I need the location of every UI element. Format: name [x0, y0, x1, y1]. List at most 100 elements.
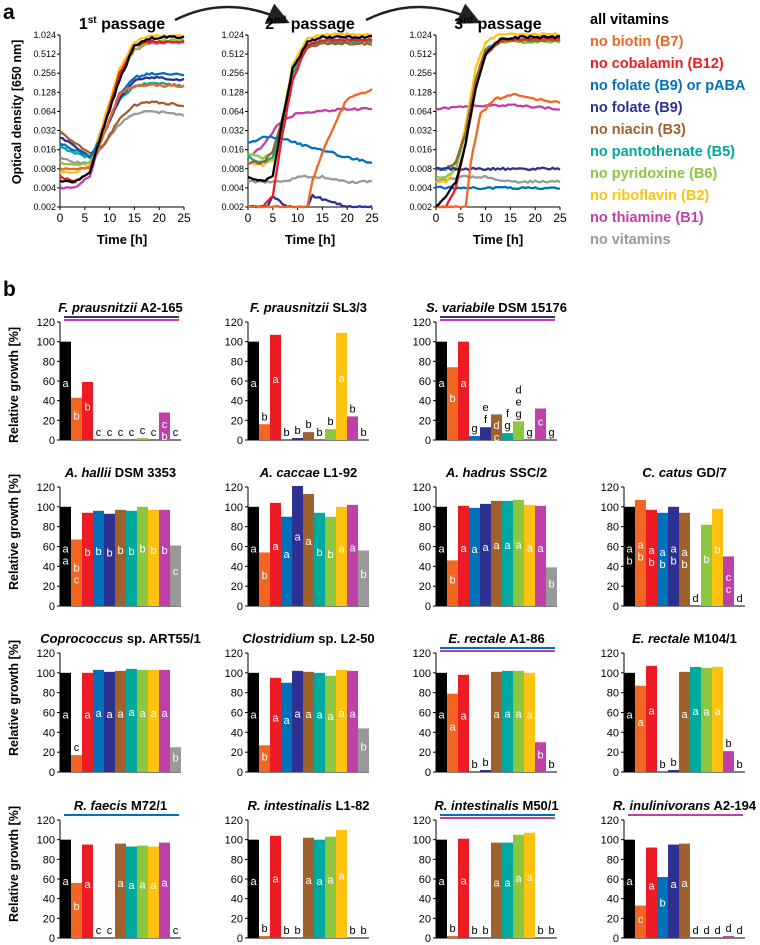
- bar-all-vitamins: [436, 341, 447, 440]
- significance-letter: b: [681, 559, 687, 571]
- y-tick-label: 0.008: [33, 164, 56, 174]
- significance-letter: b: [261, 923, 267, 935]
- significance-letter: c: [726, 572, 732, 584]
- significance-letter: a: [460, 543, 467, 555]
- y-tick-label: 20: [231, 913, 243, 925]
- y-tick-label: 120: [413, 815, 431, 827]
- significance-letter: e: [515, 396, 521, 408]
- legend-item-no-cobalamin: no cobalamin (B12): [590, 56, 724, 72]
- strain-name: SSC/2: [506, 465, 547, 480]
- growth-curve-plot-1: 1.024 0.512 0.256 0.128 0.064 0.032 0.016 0.008…: [33, 15, 191, 247]
- bar-no-riboflavin-b2: [148, 509, 159, 606]
- significance-letter: b: [73, 562, 79, 574]
- y-tick-label: 100: [601, 668, 619, 680]
- significance-letter: f: [484, 414, 488, 426]
- x-tick-label: 0: [57, 211, 64, 225]
- bar-no-folate-b9: [292, 438, 303, 440]
- passage-word: passage: [473, 16, 542, 33]
- y-tick-label: 0.016: [221, 145, 244, 155]
- significance-letter: b: [360, 742, 366, 754]
- significance-letter: b: [360, 925, 366, 937]
- significance-letter: b: [648, 557, 654, 569]
- growth-curve-no-biotin-b7: [59, 83, 185, 171]
- species-name: R. intestinalis: [247, 798, 332, 813]
- significance-letter: b: [449, 393, 455, 405]
- y-tick-label: 80: [231, 688, 243, 700]
- bar-no-niacin-b3: [303, 671, 314, 772]
- significance-letter: b: [294, 925, 300, 937]
- significance-letter: b: [261, 751, 267, 763]
- bar-no-cobalamin-b12: [270, 677, 281, 772]
- y-tick-label: 0: [613, 767, 619, 779]
- significance-letter: b: [736, 759, 742, 771]
- significance-letter: d: [725, 923, 731, 935]
- bar-all-vitamins: [60, 506, 71, 606]
- bar-no-folate-b9: [480, 427, 491, 440]
- significance-letter: b: [471, 925, 477, 937]
- significance-letter: a: [62, 555, 69, 567]
- significance-letter: b: [150, 545, 156, 557]
- significance-letter: a: [648, 881, 655, 893]
- growth-curve-all-vitamins: [59, 35, 185, 184]
- bar-no-riboflavin-b2: [524, 504, 535, 606]
- y-tick-label: 40: [231, 561, 243, 573]
- y-tick-label: 60: [231, 708, 243, 720]
- significance-letter: c: [726, 584, 732, 596]
- y-tick-label: 80: [419, 688, 431, 700]
- bar-chart-coprococcus-sp-art55-1: Coprococcus sp. ART55/1 0 20 40 60 80 100 120 a c…: [37, 631, 201, 779]
- bar-chart-r-inulinivorans-a2-194: R. inulinivorans A2-194 0 20 40 60 80 100 120 a c…: [601, 798, 757, 945]
- bar-no-thiamine-b1: [723, 936, 734, 938]
- significance-letter: g: [548, 427, 554, 439]
- significance-letter: b: [482, 925, 488, 937]
- significance-letter: b: [95, 546, 101, 558]
- y-tick-label: 40: [607, 727, 619, 739]
- panel-b-ylabel-row-1: Relative growth [%]: [7, 327, 21, 443]
- y-tick-label: 20: [607, 913, 619, 925]
- significance-letter: a: [493, 878, 500, 890]
- bar-no-pantothenate-b5: [314, 512, 325, 606]
- y-tick-label: 40: [419, 894, 431, 906]
- significance-letter: c: [173, 566, 179, 578]
- significance-letter: b: [659, 759, 665, 771]
- significance-letter: a: [460, 875, 467, 887]
- bar-no-biotin-b7: [71, 882, 82, 938]
- bar-no-folate-b9: [480, 770, 491, 772]
- significance-letter: a: [626, 876, 633, 888]
- bar-no-pantothenate-b5: [314, 839, 325, 938]
- significance-letter: a: [526, 709, 533, 721]
- bar-no-pantothenate-b5: [126, 846, 137, 938]
- significance-letter: b: [84, 547, 90, 559]
- y-tick-label: 120: [601, 815, 619, 827]
- y-tick-label: 0: [425, 435, 431, 447]
- significance-letter: a: [537, 543, 544, 555]
- y-tick-label: 20: [231, 581, 243, 593]
- y-tick-label: 1.024: [33, 30, 56, 40]
- bar-no-niacin-b3: [679, 843, 690, 938]
- x-tick-label: 0: [245, 211, 252, 225]
- bar-no-thiamine-b1: [347, 416, 358, 440]
- y-tick-label: 120: [37, 815, 55, 827]
- y-tick-label: 60: [419, 708, 431, 720]
- legend-item-no-pyridoxine: no pyridoxine (B6): [590, 166, 718, 182]
- y-tick-label: 0.004: [221, 183, 244, 193]
- significance-letter: c: [107, 427, 113, 439]
- y-tick-label: 20: [43, 747, 55, 759]
- y-tick-label: 0.512: [409, 49, 432, 59]
- bar-no-cobalamin-b12: [458, 674, 469, 772]
- bar-no-pyridoxine-b6: [137, 845, 148, 938]
- strain-name: DSM 15176: [495, 300, 567, 315]
- significance-letter: b: [703, 554, 709, 566]
- bar-no-cobalamin-b12: [82, 844, 93, 938]
- strain-name: sp. ART55/1: [123, 631, 201, 646]
- bar-no-cobalamin-b12: [270, 835, 281, 938]
- significance-letter: a: [272, 874, 279, 886]
- bar-no-niacin-b3: [491, 414, 502, 440]
- bar-chart-r-intestinalis-m50-1: R. intestinalis M50/1 0 20 40 60 80 100 120 a b a b…: [413, 798, 559, 945]
- legend-item-no-folate-or-paba: no folate (B9) or pABA: [590, 78, 746, 94]
- y-tick-label: 80: [231, 356, 243, 368]
- significance-letter: c: [107, 925, 113, 937]
- x-tick-label: 15: [128, 211, 142, 225]
- x-tick-label: 5: [457, 211, 464, 225]
- significance-letter: a: [305, 536, 312, 548]
